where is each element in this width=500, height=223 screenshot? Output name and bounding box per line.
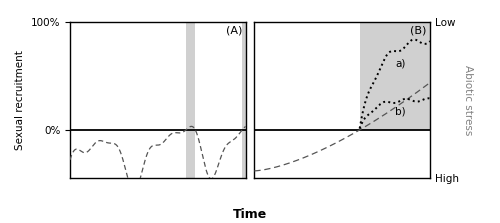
Text: (A): (A) <box>226 25 242 35</box>
Y-axis label: Abiotic stress: Abiotic stress <box>463 65 473 136</box>
Text: (B): (B) <box>410 25 426 35</box>
Text: a): a) <box>395 58 406 68</box>
Y-axis label: Sexual recruitment: Sexual recruitment <box>15 50 25 150</box>
Text: b): b) <box>395 106 406 116</box>
Text: Time: Time <box>233 208 267 221</box>
